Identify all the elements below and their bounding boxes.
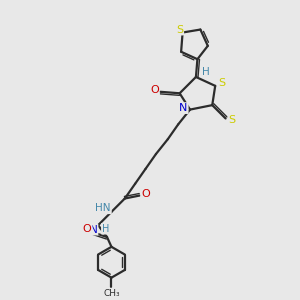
Text: O: O bbox=[141, 189, 150, 199]
Text: S: S bbox=[218, 78, 225, 88]
Text: S: S bbox=[229, 115, 236, 125]
Text: H: H bbox=[102, 224, 109, 234]
Text: HN: HN bbox=[95, 203, 111, 213]
Text: O: O bbox=[83, 224, 92, 234]
Text: H: H bbox=[202, 67, 209, 76]
Text: N: N bbox=[90, 225, 98, 235]
Text: N: N bbox=[179, 103, 188, 113]
Text: O: O bbox=[150, 85, 159, 95]
Text: S: S bbox=[176, 25, 183, 34]
Text: CH₃: CH₃ bbox=[103, 289, 120, 298]
